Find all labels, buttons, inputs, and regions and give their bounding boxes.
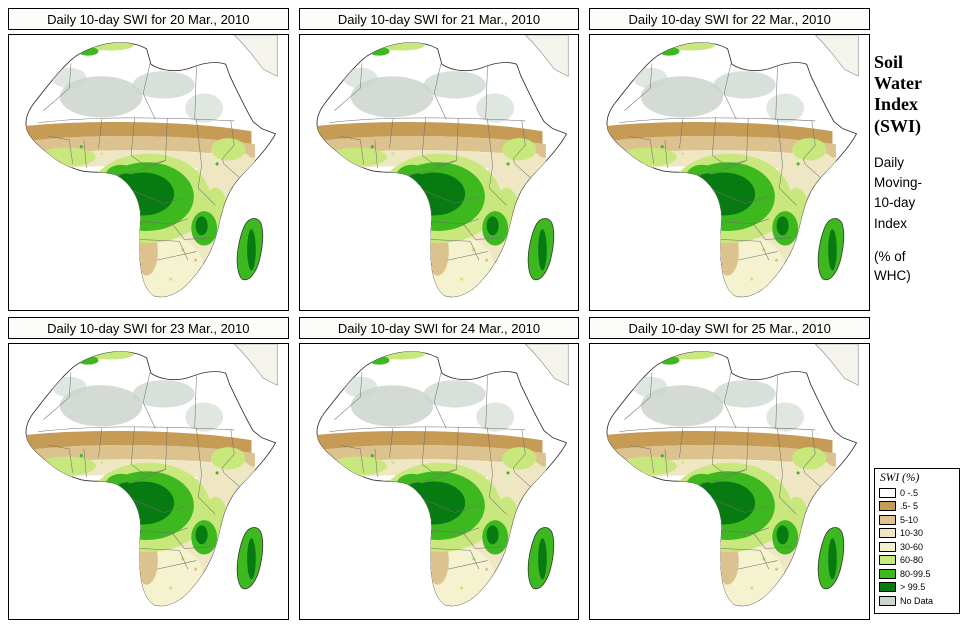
legend-label: .5- 5 <box>900 501 919 511</box>
africa-swi-map <box>300 35 579 310</box>
legend-label: 0 -.5 <box>900 487 919 498</box>
legend-label: No Data <box>900 595 934 606</box>
africa-map-frame <box>8 34 289 311</box>
panel-title: Daily 10-day SWI for 21 Mar., 2010 <box>298 8 580 30</box>
figure-title: Soil Water Index (SWI) <box>874 52 922 136</box>
legend-swatch-gt995 <box>879 582 896 592</box>
panel-title: Daily 10-day SWI for 20 Mar., 2010 <box>8 8 289 30</box>
legend-swatch-80-995 <box>879 568 896 579</box>
legend-row: 60-80 <box>879 555 955 566</box>
legend-title: SWI (%) <box>880 472 920 484</box>
legend-row: > 99.5 <box>879 582 955 593</box>
legend-swatch-10-30 <box>879 528 896 538</box>
legend-label: 5-10 <box>900 514 919 525</box>
legend-row: 10-30 <box>879 528 955 539</box>
swi-legend: SWI (%) 0 -.5 .5- 5 5-10 10-30 30-60 60-… <box>874 468 960 614</box>
legend-swatch-60-80 <box>879 555 896 565</box>
legend-swatch-nodata <box>879 595 896 606</box>
map-panel-23mar: Daily 10-day SWI for 23 Mar., 2010 <box>8 317 289 620</box>
panel-title: Daily 10-day SWI for 25 Mar., 2010 <box>589 317 870 339</box>
legend-swatch-5-10 <box>879 514 896 525</box>
africa-map-frame <box>589 343 870 620</box>
figure-subtitle: Daily Moving- 10-day Index <box>874 154 923 231</box>
figure-units: (% of WHC) <box>874 248 911 283</box>
map-panel-21mar: Daily 10-day SWI for 21 Mar., 2010 <box>298 8 580 311</box>
legend-label: 30-60 <box>900 541 924 552</box>
map-panel-24mar: Daily 10-day SWI for 24 Mar., 2010 <box>298 317 580 620</box>
legend-row: No Data <box>879 595 955 606</box>
legend-label: > 99.5 <box>900 582 926 592</box>
africa-map-frame <box>589 34 870 311</box>
africa-swi-map <box>300 344 579 619</box>
africa-swi-map <box>590 344 869 619</box>
legend-label: 60-80 <box>900 555 924 565</box>
panel-title: Daily 10-day SWI for 23 Mar., 2010 <box>8 317 289 339</box>
africa-swi-map <box>9 35 288 310</box>
sidebar: Soil Water Index (SWI) Daily Moving- 10-… <box>874 52 966 286</box>
africa-map-frame <box>298 343 580 620</box>
legend-row: 30-60 <box>879 541 955 552</box>
map-grid: Daily 10-day SWI for 20 Mar., 2010 Daily… <box>8 8 870 620</box>
panel-title: Daily 10-day SWI for 22 Mar., 2010 <box>589 8 870 30</box>
legend-row: 0 -.5 <box>879 487 955 498</box>
legend-row: 5-10 <box>879 514 955 525</box>
legend-label: 80-99.5 <box>900 568 931 579</box>
map-panel-20mar: Daily 10-day SWI for 20 Mar., 2010 <box>8 8 289 311</box>
map-panel-25mar: Daily 10-day SWI for 25 Mar., 2010 <box>589 317 870 620</box>
africa-map-frame <box>8 343 289 620</box>
africa-swi-map <box>9 344 288 619</box>
legend-swatch-0-05 <box>879 487 896 498</box>
africa-swi-map <box>590 35 869 310</box>
legend-swatch-05-5 <box>879 501 896 511</box>
panel-title: Daily 10-day SWI for 24 Mar., 2010 <box>298 317 580 339</box>
map-panel-22mar: Daily 10-day SWI for 22 Mar., 2010 <box>589 8 870 311</box>
legend-label: 10-30 <box>900 528 924 538</box>
legend-swatch-30-60 <box>879 541 896 552</box>
africa-map-frame <box>298 34 580 311</box>
legend-row: 80-99.5 <box>879 568 955 579</box>
legend-row: .5- 5 <box>879 501 955 512</box>
